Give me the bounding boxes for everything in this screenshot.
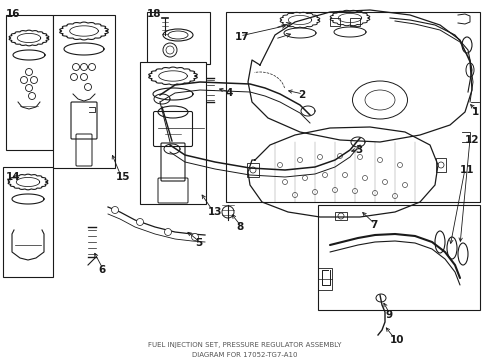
Text: 8: 8 xyxy=(236,222,243,232)
Circle shape xyxy=(165,229,172,235)
Text: 3: 3 xyxy=(355,145,362,155)
Text: 17: 17 xyxy=(235,32,249,42)
Bar xyxy=(3,167,53,277)
Text: 15: 15 xyxy=(116,172,130,182)
Circle shape xyxy=(112,207,119,213)
Bar xyxy=(330,18,340,26)
Text: 18: 18 xyxy=(147,9,162,19)
Bar xyxy=(436,158,446,172)
Bar xyxy=(318,205,480,310)
Bar xyxy=(318,268,332,290)
Bar xyxy=(335,212,347,220)
Text: 6: 6 xyxy=(98,265,105,275)
Text: 4: 4 xyxy=(225,88,232,98)
Circle shape xyxy=(137,219,144,225)
Text: 13: 13 xyxy=(208,207,222,217)
Text: 10: 10 xyxy=(390,335,405,345)
Bar xyxy=(247,163,259,177)
Bar xyxy=(53,15,115,168)
Text: 2: 2 xyxy=(298,90,305,100)
Text: DIAGRAM FOR 17052-TG7-A10: DIAGRAM FOR 17052-TG7-A10 xyxy=(192,352,298,358)
Bar xyxy=(350,18,360,26)
Text: 5: 5 xyxy=(195,238,202,248)
Text: 12: 12 xyxy=(465,135,480,145)
Bar xyxy=(147,12,210,64)
Bar xyxy=(226,12,480,202)
Bar xyxy=(140,62,206,204)
Text: 11: 11 xyxy=(460,165,474,175)
Text: 7: 7 xyxy=(370,220,377,230)
Text: 1: 1 xyxy=(472,107,479,117)
Text: 14: 14 xyxy=(6,172,21,182)
Text: FUEL INJECTION SET, PRESSURE REGULATOR ASSEMBLY: FUEL INJECTION SET, PRESSURE REGULATOR A… xyxy=(148,342,342,348)
Text: 9: 9 xyxy=(385,310,392,320)
Bar xyxy=(6,15,53,150)
Circle shape xyxy=(192,234,198,240)
Text: 16: 16 xyxy=(6,9,21,19)
